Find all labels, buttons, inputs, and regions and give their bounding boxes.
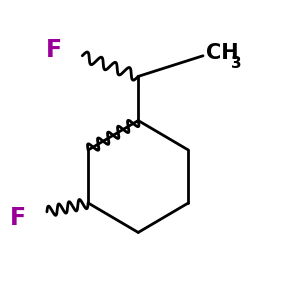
- Text: 3: 3: [231, 56, 242, 70]
- Text: CH: CH: [206, 43, 238, 63]
- Text: F: F: [46, 38, 62, 62]
- Text: F: F: [10, 206, 26, 230]
